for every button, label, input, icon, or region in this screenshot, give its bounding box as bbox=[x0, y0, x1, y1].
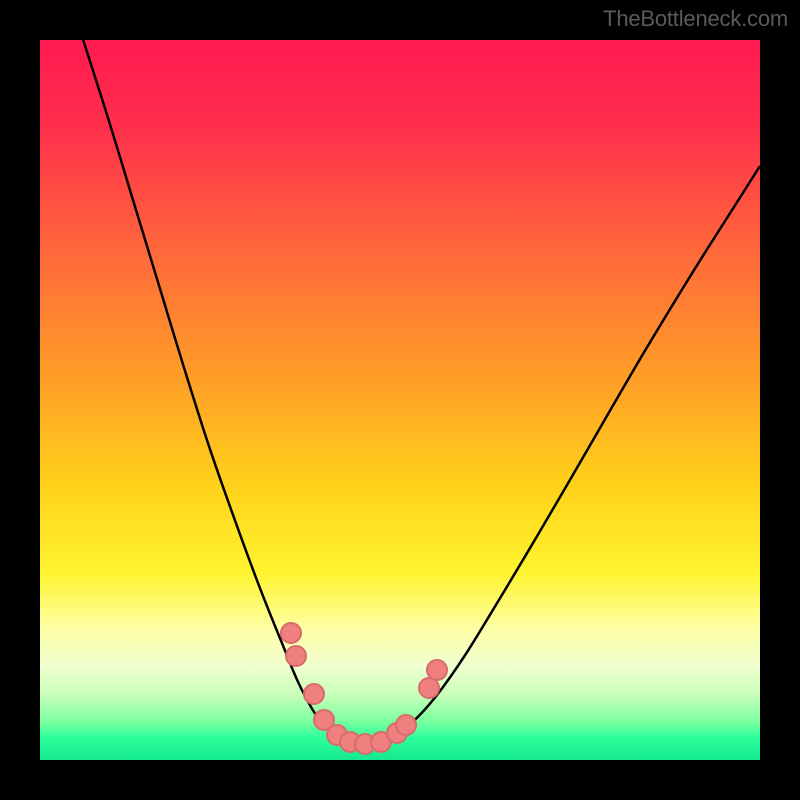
data-marker bbox=[280, 622, 302, 644]
data-marker bbox=[426, 659, 448, 681]
chart-stage: TheBottleneck.com bbox=[0, 0, 800, 800]
marker-layer bbox=[40, 40, 760, 760]
data-marker bbox=[395, 714, 417, 736]
data-marker bbox=[285, 645, 307, 667]
data-marker bbox=[303, 683, 325, 705]
plot-area bbox=[40, 40, 760, 760]
attribution-text: TheBottleneck.com bbox=[603, 6, 788, 32]
